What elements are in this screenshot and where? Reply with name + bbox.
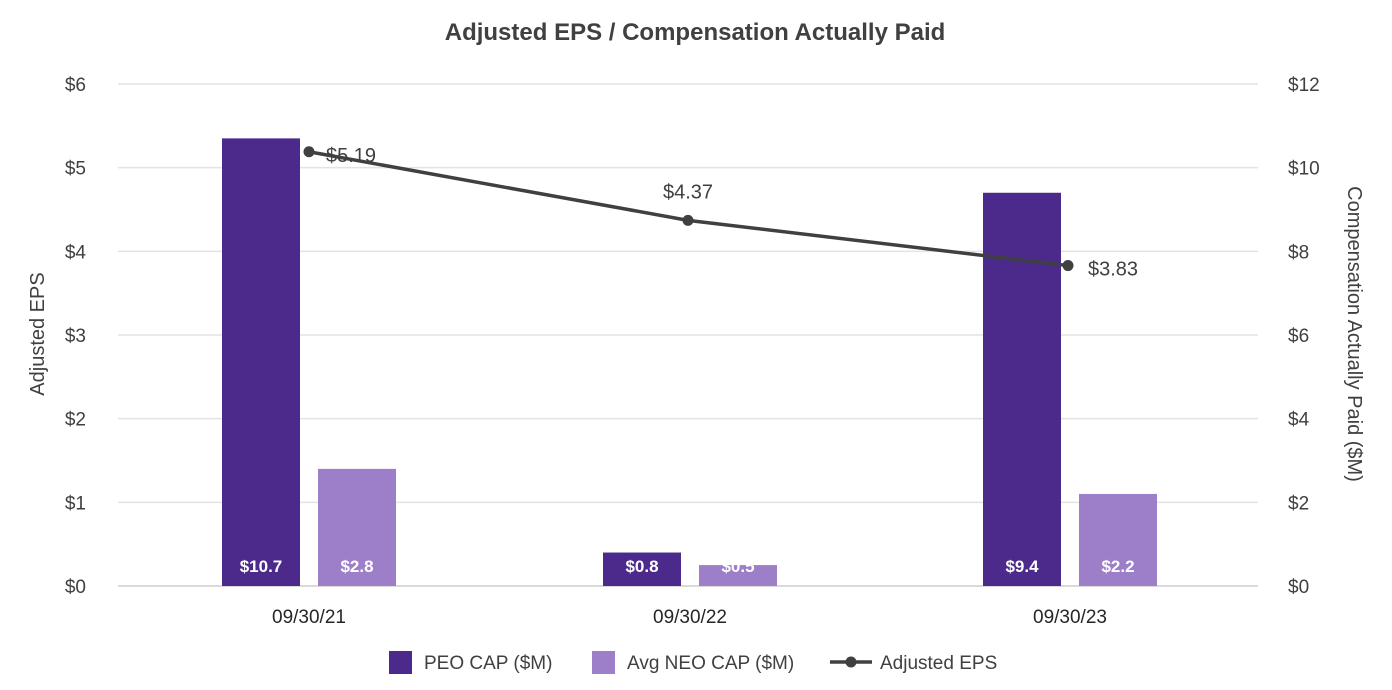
avg-neo-cap-bar	[1079, 493, 1157, 586]
y-right-tick-label: $10	[1288, 159, 1320, 180]
legend-label-avg-neo-cap: Avg NEO CAP ($M)	[627, 653, 794, 674]
y-right-tick-label: $8	[1288, 242, 1309, 263]
bars	[222, 138, 1157, 586]
y-right-tick-label: $6	[1288, 326, 1309, 347]
y-left-tick-label: $6	[65, 75, 86, 96]
y-left-tick-label: $0	[65, 577, 86, 598]
eps-line	[303, 146, 1074, 272]
y-right-tick-label: $12	[1288, 75, 1320, 96]
legend-label-peo-cap: PEO CAP ($M)	[424, 653, 552, 674]
peo-cap-bar	[222, 138, 300, 586]
chart-title: Adjusted EPS / Compensation Actually Pai…	[445, 19, 946, 46]
y-left-axis-label: Adjusted EPS	[27, 272, 49, 395]
avg-neo-cap-bar	[699, 565, 777, 586]
adjusted-eps-point	[303, 146, 315, 158]
avg-neo-cap-data-label: $2.2	[1101, 557, 1134, 576]
labels: Adjusted EPS / Compensation Actually Pai…	[27, 19, 1365, 628]
peo-cap-data-label: $0.8	[625, 557, 658, 576]
y-left-tick-label: $3	[65, 326, 86, 347]
adjusted-eps-data-label: $3.83	[1088, 259, 1138, 281]
legend-label-adjusted-eps: Adjusted EPS	[880, 653, 997, 674]
y-right-axis-label: Compensation Actually Paid ($M)	[1343, 186, 1365, 482]
x-category-label: 09/30/21	[272, 607, 346, 628]
peo-cap-data-label: $9.4	[1005, 557, 1039, 576]
x-category-label: 09/30/23	[1033, 607, 1107, 628]
avg-neo-cap-bar	[318, 468, 396, 586]
y-left-tick-label: $4	[65, 242, 87, 263]
adjusted-eps-line	[308, 150, 1069, 268]
adjusted-eps-data-label: $5.19	[326, 145, 376, 167]
peo-cap-bar	[983, 192, 1061, 586]
legend-swatch-avg-neo-cap	[592, 651, 615, 674]
y-right-tick-label: $4	[1288, 410, 1310, 431]
avg-neo-cap-data-label: $2.8	[340, 557, 373, 576]
gridlines	[118, 83, 1258, 587]
y-left-tick-label: $2	[65, 410, 86, 431]
y-left-tick-label: $5	[65, 159, 86, 180]
y-right-tick-label: $2	[1288, 493, 1309, 514]
avg-neo-cap-data-label: $0.5	[721, 557, 754, 576]
legend-swatch-peo-cap	[389, 651, 412, 674]
adjusted-eps-point	[1062, 260, 1074, 272]
legend-marker-adjusted-eps	[845, 656, 857, 668]
adjusted-eps-data-label: $4.37	[663, 181, 713, 203]
y-right-tick-label: $0	[1288, 577, 1309, 598]
y-left-tick-label: $1	[65, 493, 86, 514]
legend: PEO CAP ($M) Avg NEO CAP ($M) Adjusted EPS	[389, 651, 997, 674]
peo-cap-data-label: $10.7	[240, 557, 283, 576]
peo-cap-bar	[603, 552, 681, 586]
adjusted-eps-point	[682, 214, 694, 226]
x-category-label: 09/30/22	[653, 607, 727, 628]
